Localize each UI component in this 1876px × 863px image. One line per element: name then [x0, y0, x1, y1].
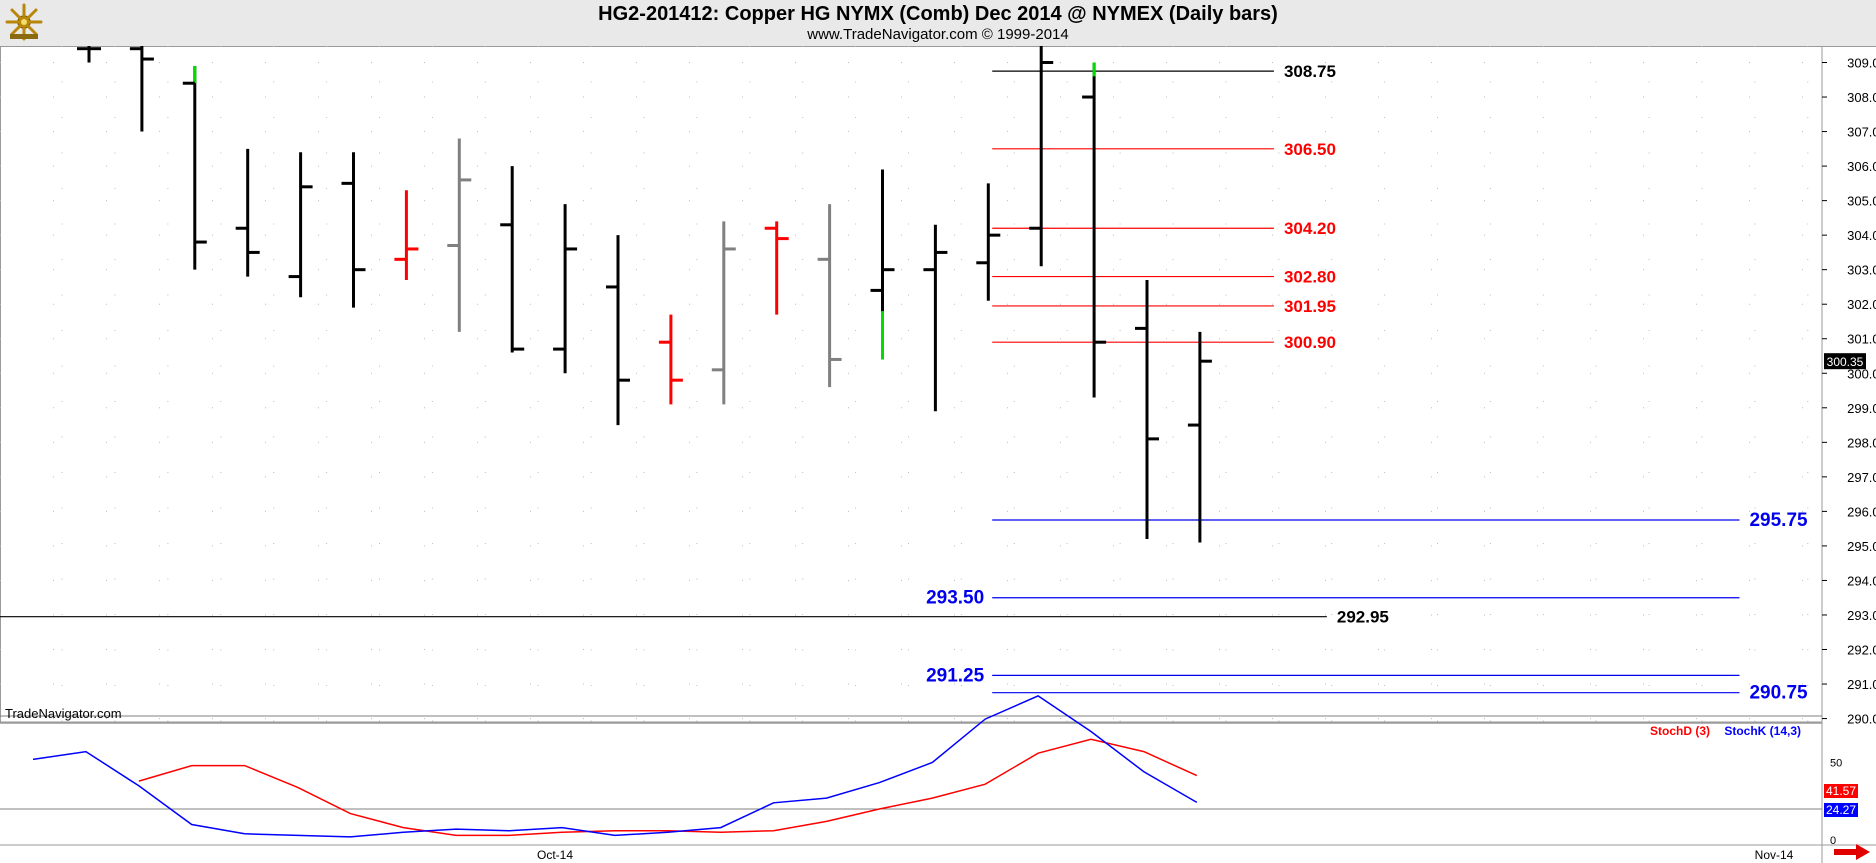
- ohlc-bars: [77, 46, 1212, 543]
- level-label: 291.25: [926, 665, 985, 686]
- level-label: 301.95: [1284, 297, 1336, 316]
- price-axis-label: 305.00: [1847, 194, 1876, 209]
- date-axis-label: Nov-14: [1755, 848, 1794, 862]
- price-axis-label: 292.00: [1847, 643, 1876, 658]
- price-axis-label: 298.00: [1847, 435, 1876, 450]
- level-label: 293.50: [926, 588, 984, 609]
- last-price-label: 300.35: [1827, 355, 1864, 369]
- watermark: TradeNavigator.com: [5, 706, 122, 721]
- stoch-legend-k: StochK (14,3): [1724, 724, 1801, 738]
- price-axis-label: 299.00: [1847, 401, 1876, 416]
- stoch-d-value: 41.57: [1826, 784, 1856, 798]
- level-label: 304.20: [1284, 219, 1336, 238]
- stoch-k-value: 24.27: [1826, 803, 1856, 817]
- price-axis-label: 300.00: [1847, 366, 1876, 381]
- price-axis-label: 291.00: [1847, 677, 1876, 692]
- price-axis-label: 297.00: [1847, 470, 1876, 485]
- price-axis-label: 296.00: [1847, 504, 1876, 519]
- price-axis-label: 307.00: [1847, 125, 1876, 140]
- level-label: 290.75: [1749, 683, 1808, 704]
- stoch-axis-label: 0: [1830, 835, 1836, 847]
- price-axis-label: 309.00: [1847, 56, 1876, 71]
- stoch-line: [32, 695, 1198, 838]
- price-axis-label: 308.00: [1847, 90, 1876, 105]
- price-axis-label: 293.00: [1847, 608, 1876, 623]
- date-axis-label: Oct-14: [537, 848, 573, 862]
- level-label: 292.95: [1337, 608, 1389, 627]
- chart-grid: [0, 46, 1823, 723]
- price-chart: 308.75 306.50 304.20 302.80 301.95 300.90 295.…: [0, 46, 1876, 863]
- price-levels: 308.75 306.50 304.20 302.80 301.95 300.90 295.…: [0, 62, 1808, 704]
- price-axis-label: 290.00: [1847, 712, 1876, 727]
- price-axis-label: 302.00: [1847, 297, 1876, 312]
- price-axis[interactable]: 309.00 308.00 307.00 306.00 305.00 304.00 303.…: [1821, 46, 1876, 863]
- price-axis-label: 295.00: [1847, 539, 1876, 554]
- stoch-legend-d: StochD (3): [1650, 724, 1710, 738]
- chart-header: HG2-201412: Copper HG NYMX (Comb) Dec 20…: [0, 0, 1876, 47]
- level-label: 302.80: [1284, 268, 1336, 287]
- price-axis-label: 301.00: [1847, 332, 1876, 347]
- price-axis-label: 303.00: [1847, 263, 1876, 278]
- level-label: 300.90: [1284, 333, 1336, 352]
- trade-navigator-logo-icon: [4, 2, 44, 42]
- stoch-d-tag: [1824, 784, 1858, 798]
- level-label: 308.75: [1284, 62, 1336, 81]
- price-panel-frame: [0, 46, 1823, 723]
- chart-subtitle: www.TradeNavigator.com © 1999-2014: [807, 26, 1069, 43]
- level-label: 295.75: [1749, 510, 1808, 531]
- price-axis-label: 294.00: [1847, 573, 1876, 588]
- date-axis[interactable]: Oct-14 Nov-14: [0, 844, 1876, 862]
- level-label: 306.50: [1284, 140, 1336, 159]
- chart-title: HG2-201412: Copper HG NYMX (Comb) Dec 20…: [598, 3, 1278, 25]
- stoch-axis-label: 50: [1830, 758, 1842, 770]
- stochastic-panel: 50 0 StochD (3) StochK (14,3) 41.57 24.27: [0, 695, 1858, 847]
- scroll-right-arrow-icon[interactable]: [1832, 843, 1872, 861]
- price-axis-label: 306.00: [1847, 159, 1876, 174]
- price-axis-label: 304.00: [1847, 228, 1876, 243]
- stoch-k-tag: [1824, 803, 1858, 817]
- last-price-tag: [1824, 353, 1866, 370]
- stoch-line: [138, 738, 1198, 837]
